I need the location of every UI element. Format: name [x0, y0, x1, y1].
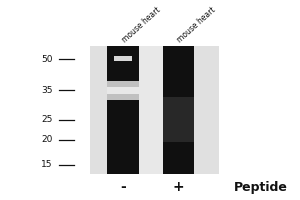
Bar — [139, 46, 163, 174]
Bar — [107, 46, 139, 174]
Bar — [194, 46, 219, 174]
Text: +: + — [173, 180, 184, 194]
Text: 15: 15 — [41, 160, 52, 169]
Text: 35: 35 — [41, 86, 52, 95]
Text: mouse heart: mouse heart — [120, 5, 162, 44]
Text: Peptide: Peptide — [234, 181, 288, 194]
Bar — [163, 97, 194, 142]
Text: -: - — [120, 180, 126, 194]
Bar — [90, 46, 219, 174]
Text: 20: 20 — [41, 135, 52, 144]
Bar — [90, 46, 107, 174]
Bar — [163, 46, 194, 174]
Bar — [107, 87, 139, 94]
Text: mouse heart: mouse heart — [176, 5, 218, 44]
Text: 50: 50 — [41, 55, 52, 64]
Text: 25: 25 — [41, 115, 52, 124]
Bar — [107, 81, 139, 100]
Bar — [113, 56, 133, 61]
